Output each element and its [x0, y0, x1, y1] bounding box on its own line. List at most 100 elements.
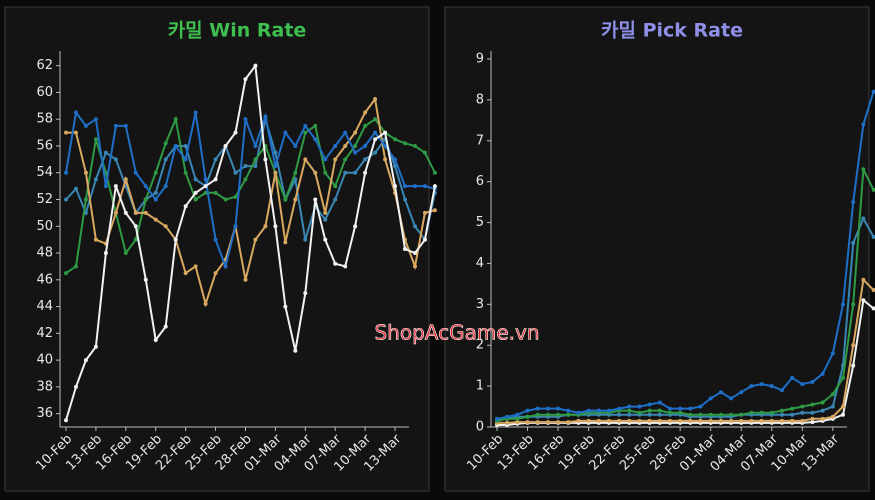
data-point [810, 420, 815, 425]
data-point [627, 418, 632, 423]
data-point [253, 157, 258, 162]
data-point [113, 210, 118, 215]
data-point [576, 418, 581, 423]
data-point [173, 237, 178, 242]
data-point [183, 170, 188, 175]
data-point [183, 157, 188, 162]
data-point [393, 157, 398, 162]
data-point [113, 184, 118, 189]
data-point [779, 388, 784, 393]
data-point [363, 110, 368, 115]
data-point [323, 217, 328, 222]
data-point [213, 237, 218, 242]
data-point [303, 130, 308, 135]
data-point [617, 412, 622, 417]
data-point [769, 418, 774, 423]
data-point [647, 412, 652, 417]
data-point [759, 418, 764, 423]
data-point [283, 130, 288, 135]
data-point [393, 137, 398, 142]
data-point [851, 363, 856, 368]
data-point [333, 197, 338, 202]
data-point [213, 177, 218, 182]
data-point [627, 404, 632, 409]
data-point [759, 410, 764, 415]
data-point [333, 143, 338, 148]
data-point [790, 375, 795, 380]
data-point [373, 150, 378, 155]
data-point [545, 420, 550, 425]
data-point [233, 194, 238, 199]
y-tick-label: 6 [476, 174, 484, 189]
data-point [505, 414, 510, 419]
data-point [93, 137, 98, 142]
data-point [133, 170, 138, 175]
data-point [861, 122, 866, 127]
data-point [749, 418, 754, 423]
data-point [871, 89, 875, 94]
data-point [203, 184, 208, 189]
data-point [293, 170, 298, 175]
data-point [143, 197, 148, 202]
data-point [73, 264, 78, 269]
data-point [586, 418, 591, 423]
data-point [243, 77, 248, 82]
data-point [841, 404, 845, 409]
data-point [810, 402, 815, 407]
data-point [123, 177, 128, 182]
data-point [353, 170, 358, 175]
data-point [133, 210, 138, 215]
data-point [432, 208, 437, 213]
data-point [779, 418, 784, 423]
data-point [64, 418, 68, 423]
series-line [65, 118, 436, 243]
data-point [163, 184, 168, 189]
data-point [729, 396, 734, 401]
data-point [596, 418, 601, 423]
data-point [73, 384, 78, 389]
data-point [515, 420, 520, 425]
data-point [871, 187, 875, 192]
data-point [313, 137, 318, 142]
data-point [293, 348, 298, 353]
data-point [113, 157, 118, 162]
data-point [779, 408, 784, 413]
data-point [153, 217, 158, 222]
data-point [213, 271, 218, 276]
data-point [617, 418, 622, 423]
data-point [64, 170, 68, 175]
data-point [163, 324, 168, 329]
data-point [273, 164, 278, 169]
data-point [383, 143, 388, 148]
data-point [739, 412, 744, 417]
data-point [153, 338, 158, 343]
data-point [103, 150, 108, 155]
data-point [93, 237, 98, 242]
data-point [729, 412, 734, 417]
data-point [103, 184, 108, 189]
y-tick-label: 50 [36, 219, 53, 234]
data-point [678, 410, 683, 415]
data-point [708, 396, 713, 401]
data-point [163, 157, 168, 162]
data-point [718, 412, 723, 417]
data-point [820, 400, 825, 405]
data-point [861, 216, 866, 221]
data-point [353, 224, 358, 229]
data-point [173, 117, 178, 122]
data-point [688, 412, 693, 417]
chart-title: 카밀 Win Rate [168, 20, 307, 42]
data-point [525, 408, 530, 413]
data-point [313, 197, 318, 202]
data-point [708, 412, 713, 417]
data-point [617, 406, 622, 411]
series-line [65, 63, 436, 421]
data-point [403, 184, 407, 189]
data-point [343, 170, 348, 175]
data-point [293, 177, 298, 182]
data-point [343, 143, 348, 148]
data-point [871, 288, 875, 293]
y-tick-label: 62 [36, 58, 53, 73]
data-point [637, 404, 642, 409]
data-point [412, 224, 417, 229]
